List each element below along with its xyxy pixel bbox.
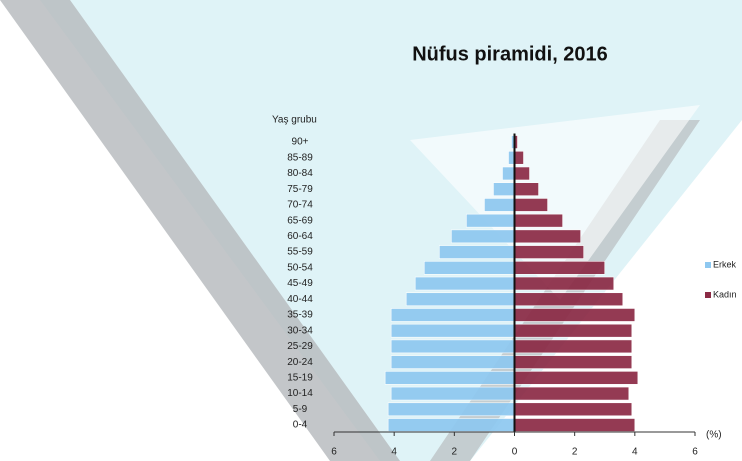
bar bbox=[515, 277, 614, 290]
y-tick-label: 70-74 bbox=[287, 200, 313, 211]
y-tick-label: 85-89 bbox=[287, 152, 313, 163]
y-axis-title: Yaş grubu bbox=[272, 115, 317, 126]
bar bbox=[515, 356, 632, 369]
y-tick-label: 5-9 bbox=[293, 404, 308, 415]
bar bbox=[515, 340, 632, 353]
bar bbox=[484, 198, 514, 211]
y-tick-label: 60-64 bbox=[287, 231, 313, 242]
y-tick-label: 45-49 bbox=[287, 278, 313, 289]
bar bbox=[439, 246, 514, 259]
bar bbox=[515, 371, 638, 384]
bar bbox=[515, 324, 632, 337]
bar bbox=[515, 198, 548, 211]
x-tick-label: 4 bbox=[391, 447, 397, 458]
legend-label: Erkek bbox=[713, 259, 737, 269]
bar bbox=[502, 167, 514, 180]
y-tick-label: 40-44 bbox=[287, 294, 313, 305]
chart-title: Nüfus piramidi, 2016 bbox=[412, 43, 608, 65]
legend-swatch bbox=[705, 262, 711, 268]
bar bbox=[515, 183, 539, 196]
y-tick-label: 90+ bbox=[292, 137, 309, 148]
bar bbox=[515, 293, 623, 306]
y-tick-label: 15-19 bbox=[287, 372, 313, 383]
bar bbox=[391, 387, 514, 400]
x-tick-label: 4 bbox=[632, 447, 638, 458]
legend-label: Kadın bbox=[713, 289, 737, 299]
bar bbox=[466, 214, 514, 227]
y-tick-label: 75-79 bbox=[287, 184, 313, 195]
bar bbox=[515, 387, 629, 400]
bar bbox=[515, 403, 632, 416]
bar bbox=[388, 419, 514, 432]
bar bbox=[388, 403, 514, 416]
y-tick-label: 35-39 bbox=[287, 310, 313, 321]
bar bbox=[515, 214, 563, 227]
bar bbox=[515, 151, 524, 164]
x-tick-label: 2 bbox=[572, 447, 578, 458]
x-axis-title: (%) bbox=[706, 430, 722, 441]
y-tick-label: 10-14 bbox=[287, 388, 313, 399]
bar bbox=[515, 308, 635, 321]
y-tick-label: 30-34 bbox=[287, 325, 313, 336]
x-tick-label: 2 bbox=[452, 447, 458, 458]
bar bbox=[515, 167, 530, 180]
bar bbox=[493, 183, 514, 196]
bar bbox=[391, 340, 514, 353]
bar bbox=[391, 324, 514, 337]
bar bbox=[391, 356, 514, 369]
x-tick-label: 0 bbox=[512, 447, 518, 458]
y-tick-label: 80-84 bbox=[287, 168, 313, 179]
y-tick-label: 50-54 bbox=[287, 262, 313, 273]
bar bbox=[515, 230, 581, 243]
bar bbox=[385, 371, 514, 384]
x-tick-label: 6 bbox=[692, 447, 698, 458]
y-tick-label: 25-29 bbox=[287, 341, 313, 352]
bar bbox=[515, 261, 605, 274]
y-tick-label: 0-4 bbox=[293, 420, 308, 431]
y-tick-label: 65-69 bbox=[287, 215, 313, 226]
y-tick-label: 20-24 bbox=[287, 357, 313, 368]
bar bbox=[515, 246, 584, 259]
x-tick-label: 6 bbox=[331, 447, 337, 458]
bar bbox=[415, 277, 514, 290]
bar bbox=[515, 419, 635, 432]
chart: Nüfus piramidi, 2016 Yaş grubu (%) Erkek… bbox=[0, 0, 742, 461]
bar bbox=[406, 293, 514, 306]
y-tick-label: 55-59 bbox=[287, 247, 313, 258]
legend-swatch bbox=[705, 292, 711, 298]
bar bbox=[451, 230, 514, 243]
bar bbox=[391, 308, 514, 321]
bar bbox=[424, 261, 514, 274]
